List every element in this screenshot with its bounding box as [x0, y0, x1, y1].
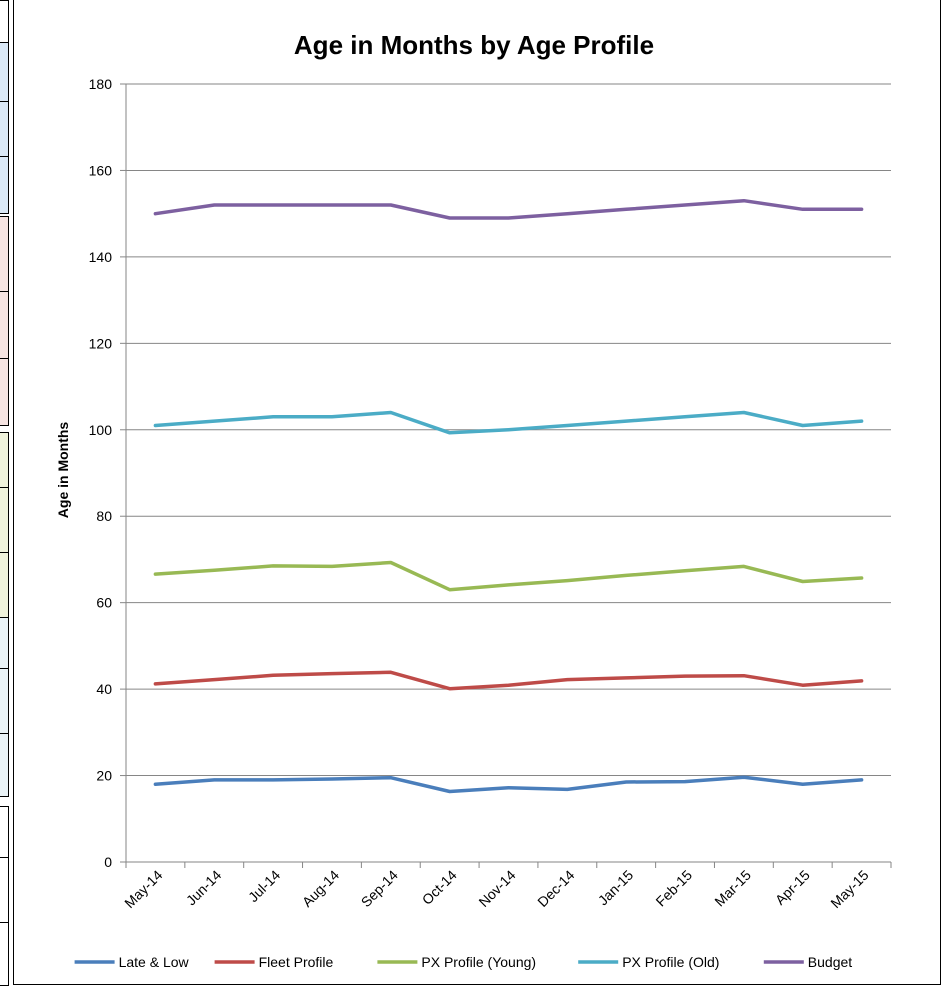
y-tick-label: 180	[89, 76, 113, 92]
x-tick-label: Jun-14	[183, 867, 225, 909]
series-line	[153, 410, 864, 435]
y-tick-label: 100	[89, 422, 113, 438]
spreadsheet-cell	[0, 487, 9, 553]
axes: 0 20 40 60 80 100 120 140 160 180 May-14 Jun-14 Jul-…	[89, 76, 892, 911]
x-tick-label: Feb-15	[652, 867, 695, 910]
x-tick-label: Aug-14	[299, 867, 342, 910]
x-tick-label: Apr-15	[772, 867, 813, 908]
spreadsheet-cell	[0, 733, 9, 797]
spreadsheet-cell	[0, 432, 9, 488]
y-tick-label: 40	[96, 681, 112, 697]
legend-label: Late & Low	[119, 954, 190, 970]
x-tick-label: Jan-15	[595, 867, 637, 909]
spreadsheet-cell	[0, 42, 9, 102]
y-tick-label: 120	[89, 335, 113, 351]
spreadsheet-cell	[0, 156, 9, 214]
spreadsheet-cell	[0, 101, 9, 157]
legend-label: Fleet Profile	[259, 954, 334, 970]
spreadsheet-cell	[0, 0, 9, 43]
spreadsheet-cell	[0, 668, 9, 734]
spreadsheet-cell	[0, 552, 9, 618]
x-tick-label: Mar-15	[711, 867, 754, 910]
spreadsheet-cell	[0, 806, 9, 858]
spreadsheet-cell	[0, 291, 9, 359]
series-line	[153, 560, 864, 592]
x-tick-label: May-15	[827, 867, 871, 911]
y-tick-label: 80	[96, 508, 112, 524]
legend-label: PX Profile (Young)	[421, 954, 536, 970]
legend-label: Budget	[808, 954, 852, 970]
x-tick-label: Nov-14	[475, 867, 518, 910]
x-tick-label: Jul-14	[245, 867, 283, 905]
series-line	[153, 775, 864, 794]
legend: Late & Low Fleet Profile PX Profile (Young…	[74, 954, 852, 970]
y-tick-label: 60	[96, 595, 112, 611]
series-lines	[153, 198, 864, 794]
y-tick-label: 140	[89, 249, 113, 265]
spreadsheet-cell	[0, 857, 9, 923]
y-tick-label: 160	[89, 162, 113, 178]
legend-label: PX Profile (Old)	[622, 954, 719, 970]
y-tick-label: 0	[104, 854, 112, 870]
spreadsheet-edge	[0, 0, 10, 986]
series-line	[153, 670, 864, 691]
x-tick-label: Oct-14	[419, 867, 460, 908]
chart-title: Age in Months by Age Profile	[294, 30, 654, 60]
spreadsheet-cell	[0, 922, 9, 986]
y-tick-label: 20	[96, 768, 112, 784]
line-chart: Age in Months by Age Profile Age in Mont…	[55, 30, 892, 970]
x-tick-label: May-14	[121, 867, 165, 911]
x-tick-label: Sep-14	[358, 867, 401, 910]
y-axis-label: Age in Months	[55, 422, 71, 519]
series-line	[153, 198, 864, 220]
x-tick-label: Dec-14	[534, 867, 577, 910]
spreadsheet-cell	[0, 617, 9, 669]
chart-area[interactable]: Age in Months by Age Profile Age in Mont…	[13, 0, 941, 985]
spreadsheet-cell	[0, 358, 9, 426]
spreadsheet-cell	[0, 216, 9, 292]
